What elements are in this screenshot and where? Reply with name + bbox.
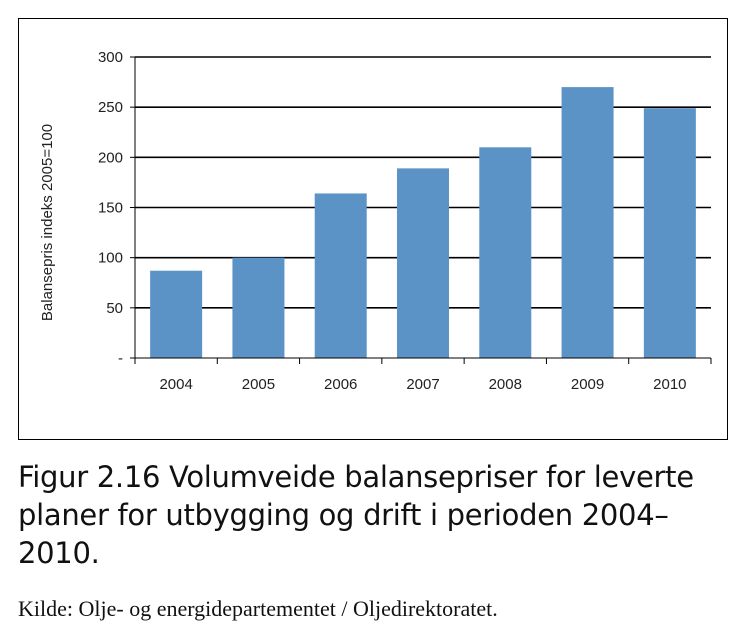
bar-2006 <box>314 193 367 358</box>
bars <box>150 87 696 358</box>
x-tick-label-2007: 2007 <box>406 376 439 393</box>
bar-2008 <box>479 147 532 358</box>
y-tick-label: 300 <box>98 49 123 66</box>
y-tick-label: 150 <box>98 200 123 217</box>
x-tick-label-2009: 2009 <box>571 376 604 393</box>
bar-2005 <box>232 257 285 358</box>
chart-frame: - 50 100 150 200 250 300 2004 2005 2006 2007 2008 20… <box>18 18 728 440</box>
x-tick-label-2006: 2006 <box>324 376 357 393</box>
bar-2010 <box>643 108 696 358</box>
x-tick-label-2004: 2004 <box>159 376 192 393</box>
y-axis-title: Balansepris indeks 2005=100 <box>39 124 56 321</box>
bar-2007 <box>397 168 449 358</box>
bar-chart: - 50 100 150 200 250 300 2004 2005 2006 2007 2008 20… <box>39 49 712 393</box>
bar-2004 <box>150 270 203 358</box>
bar-2009 <box>561 87 614 358</box>
x-tick-label-2005: 2005 <box>242 376 275 393</box>
axes <box>130 56 712 364</box>
y-tick-label: 200 <box>98 149 123 166</box>
y-tick-label: 50 <box>106 300 123 317</box>
tick-labels: - 50 100 150 200 250 300 2004 2005 2006 2007 2008 20… <box>98 49 687 393</box>
y-tick-label: - <box>118 350 123 367</box>
y-tick-label: 250 <box>98 99 123 116</box>
figure-caption: Figur 2.16 Volumveide balansepriser for … <box>18 460 694 570</box>
y-tick-label: 100 <box>98 250 123 267</box>
figure-source: Kilde: Olje- og energidepartementet / Ol… <box>18 596 498 621</box>
x-tick-label-2010: 2010 <box>653 376 686 393</box>
x-tick-label-2008: 2008 <box>489 376 522 393</box>
